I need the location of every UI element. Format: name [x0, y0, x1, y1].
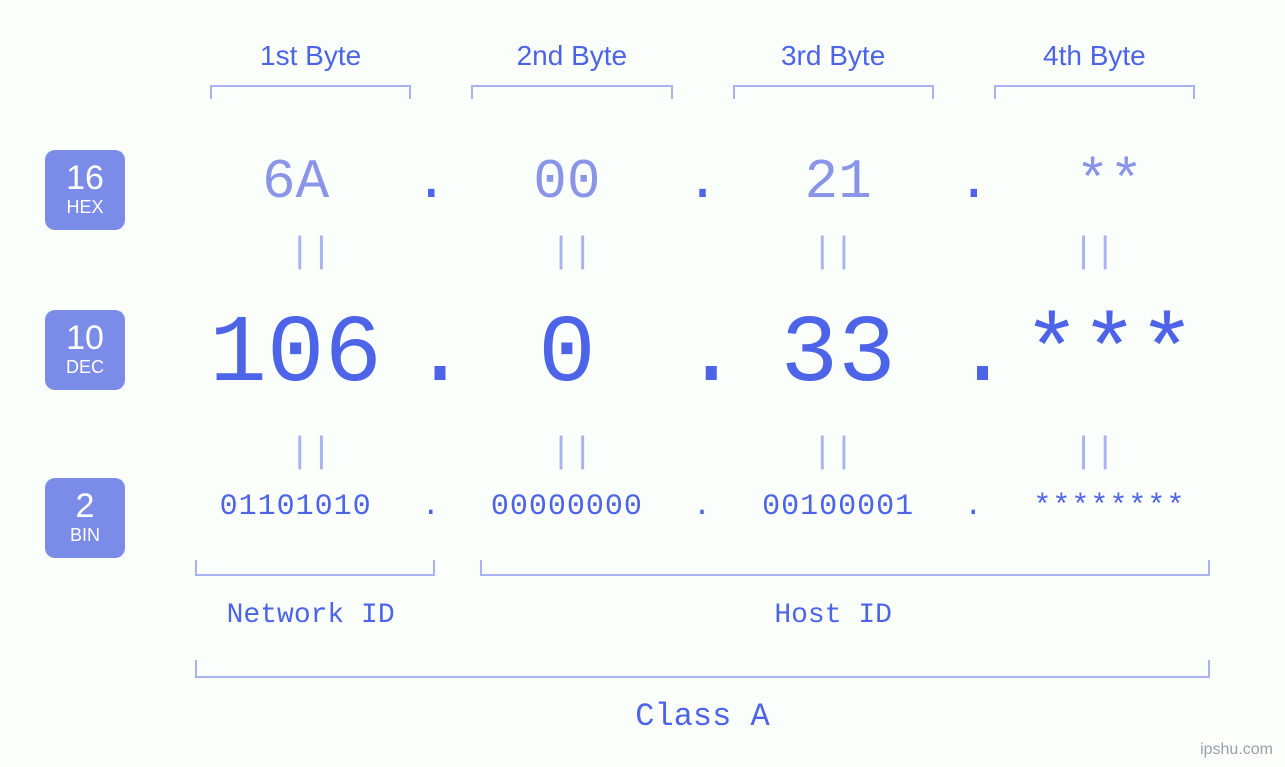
byte-header-4: 4th Byte	[964, 40, 1225, 72]
hex-byte-4: **	[994, 150, 1225, 214]
badge-num: 2	[45, 489, 125, 523]
dot-separator: .	[683, 300, 723, 409]
dec-byte-4: ***	[994, 300, 1225, 409]
bracket-icon	[733, 85, 934, 99]
base-badge-bin: 2 BIN	[45, 478, 125, 558]
dec-byte-3: 33	[723, 300, 954, 409]
badge-label: DEC	[45, 357, 125, 379]
top-brackets	[180, 85, 1225, 105]
byte-header-2: 2nd Byte	[441, 40, 702, 72]
equals-icon: ||	[180, 432, 441, 473]
byte-header-3: 3rd Byte	[703, 40, 964, 72]
hex-byte-3: 21	[723, 150, 954, 214]
equals-row-1: || || || ||	[180, 232, 1225, 273]
id-brackets	[180, 560, 1225, 578]
equals-icon: ||	[964, 432, 1225, 473]
hex-byte-2: 00	[451, 150, 682, 214]
equals-icon: ||	[703, 432, 964, 473]
bin-byte-1: 01101010	[180, 490, 411, 524]
network-bracket-icon	[195, 560, 435, 576]
base-badge-dec: 10 DEC	[45, 310, 125, 390]
dot-separator: .	[411, 300, 451, 409]
dot-separator: .	[954, 150, 994, 214]
bin-byte-4: ********	[994, 490, 1225, 524]
badge-label: HEX	[45, 197, 125, 219]
equals-icon: ||	[964, 232, 1225, 273]
dot-separator: .	[683, 150, 723, 214]
id-labels: Network ID Host ID	[180, 600, 1225, 631]
badge-num: 16	[45, 161, 125, 195]
class-bracket-icon	[195, 660, 1210, 678]
hex-byte-1: 6A	[180, 150, 411, 214]
base-badge-hex: 16 HEX	[45, 150, 125, 230]
dot-separator: .	[954, 300, 994, 409]
dot-separator: .	[411, 490, 451, 524]
equals-icon: ||	[441, 232, 702, 273]
class-label: Class A	[180, 698, 1225, 735]
equals-icon: ||	[180, 232, 441, 273]
byte-header-1: 1st Byte	[180, 40, 441, 72]
dec-byte-2: 0	[451, 300, 682, 409]
badge-label: BIN	[45, 525, 125, 547]
dec-byte-1: 106	[180, 300, 411, 409]
bracket-icon	[471, 85, 672, 99]
bracket-icon	[210, 85, 411, 99]
watermark: ipshu.com	[1200, 741, 1273, 759]
badge-num: 10	[45, 321, 125, 355]
equals-row-2: || || || ||	[180, 432, 1225, 473]
host-id-label: Host ID	[441, 600, 1225, 631]
byte-headers-row: 1st Byte 2nd Byte 3rd Byte 4th Byte	[180, 40, 1225, 72]
dot-separator: .	[954, 490, 994, 524]
dec-row: 106 . 0 . 33 . ***	[180, 300, 1225, 409]
dot-separator: .	[683, 490, 723, 524]
bin-byte-2: 00000000	[451, 490, 682, 524]
dot-separator: .	[411, 150, 451, 214]
bracket-icon	[994, 85, 1195, 99]
hex-row: 6A . 00 . 21 . **	[180, 150, 1225, 214]
ip-diagram: 1st Byte 2nd Byte 3rd Byte 4th Byte 16 H…	[0, 0, 1285, 767]
bin-row: 01101010 . 00000000 . 00100001 . *******…	[180, 490, 1225, 524]
equals-icon: ||	[441, 432, 702, 473]
equals-icon: ||	[703, 232, 964, 273]
bin-byte-3: 00100001	[723, 490, 954, 524]
network-id-label: Network ID	[180, 600, 441, 631]
host-bracket-icon	[480, 560, 1210, 576]
